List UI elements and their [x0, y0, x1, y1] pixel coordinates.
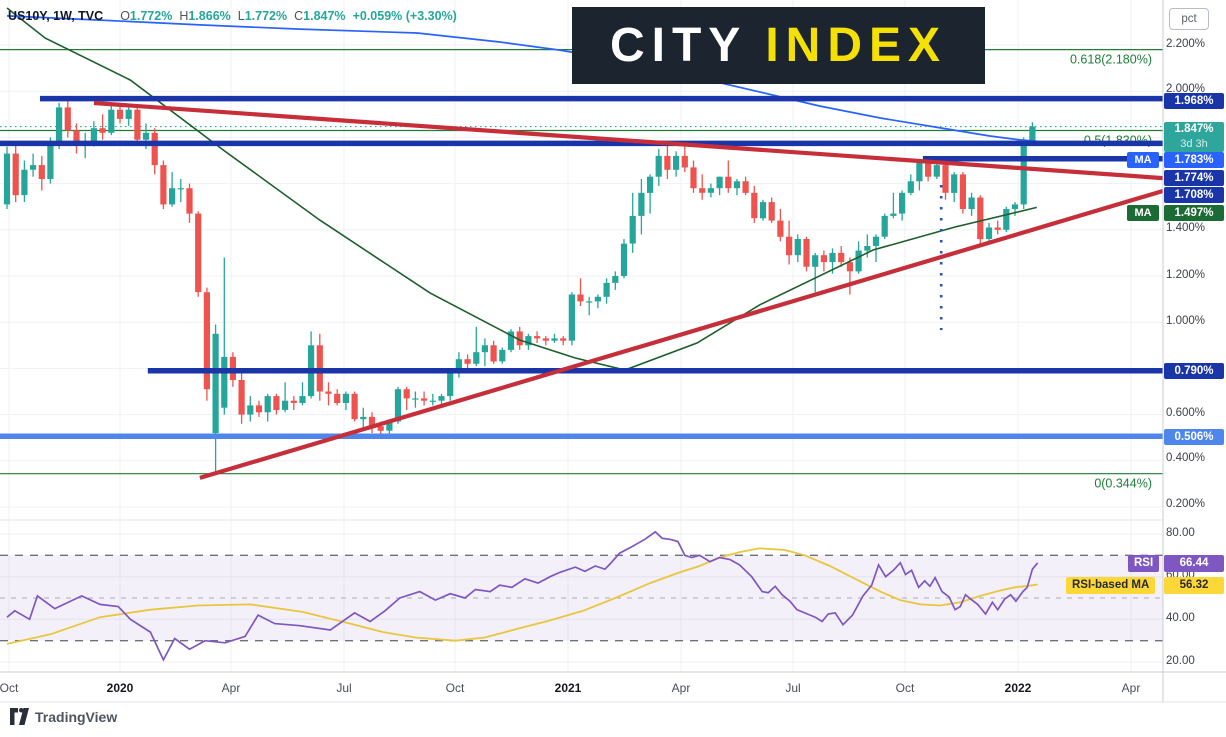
city-index-logo: CITY INDEX: [572, 7, 985, 84]
axis-tick: 40.00: [1166, 612, 1195, 624]
close-value: 1.847%: [303, 9, 346, 23]
axis-tick: 0.200%: [1166, 498, 1206, 510]
price-level-label: 1.708%: [1164, 187, 1224, 203]
high-label: H: [179, 9, 189, 23]
tradingview-attribution[interactable]: TradingView: [10, 708, 117, 725]
time-axis-label: Jul: [785, 681, 801, 695]
time-axis-label: Apr: [221, 681, 241, 695]
bar-countdown: 3d 3h: [1180, 138, 1208, 150]
indicator-tag: RSI-based MA: [1066, 576, 1156, 594]
time-axis-label: Jul: [336, 681, 352, 695]
low-value: 1.772%: [244, 9, 288, 23]
price-level-label: 1.783%: [1164, 152, 1224, 168]
time-axis-label: Oct: [0, 681, 19, 695]
current-price-label: 1.847% 3d 3h: [1164, 122, 1224, 152]
time-axis-label: 2022: [1004, 681, 1032, 695]
high-value: 1.866%: [188, 9, 231, 23]
logo-text-index: INDEX: [765, 19, 948, 72]
time-axis-label: 2021: [554, 681, 582, 695]
svg-text:0(0.344%): 0(0.344%): [1094, 477, 1152, 491]
open-label: O: [120, 9, 130, 23]
open-value: 1.772%: [129, 9, 173, 23]
time-axis-label: Apr: [1121, 681, 1141, 695]
axis-tick: 1.400%: [1166, 222, 1206, 234]
axis-tick: 2.200%: [1166, 38, 1206, 50]
close-label: C: [294, 9, 304, 23]
axis-tick: 1.200%: [1166, 269, 1206, 281]
axis-tick: 2.000%: [1166, 83, 1206, 95]
price-level-label: 1.497%: [1164, 205, 1224, 221]
logo-text-city: CITY: [609, 19, 748, 72]
time-axis-label: Oct: [895, 681, 915, 695]
low-label: L: [237, 9, 245, 23]
price-level-label: 1.774%: [1164, 170, 1224, 186]
price-level-label: 1.968%: [1164, 93, 1224, 109]
indicator-tag: RSI: [1128, 554, 1160, 572]
indicator-value-label: 56.32: [1164, 576, 1224, 594]
svg-text:0.618(2.180%): 0.618(2.180%): [1070, 53, 1152, 67]
axis-tick: 0.600%: [1166, 407, 1206, 419]
ma-tag: MA: [1127, 152, 1159, 168]
ma-tag: MA: [1127, 205, 1159, 221]
tradingview-text: TradingView: [35, 708, 118, 725]
price-unit-button[interactable]: pct: [1169, 8, 1209, 30]
symbol-legend[interactable]: US10Y, 1W, TVC O1.772% H1.866% L1.772% C1.84…: [8, 9, 457, 23]
symbol-title[interactable]: US10Y, 1W, TVC: [8, 9, 104, 23]
price-level-label: 0.506%: [1164, 429, 1224, 445]
time-axis-label: Oct: [445, 681, 465, 695]
tradingview-icon: [10, 708, 29, 725]
change-value: +0.059% (+3.30%): [352, 9, 457, 23]
time-axis-label: Apr: [671, 681, 691, 695]
price-level-label: 0.790%: [1164, 363, 1224, 379]
axis-tick: 20.00: [1166, 655, 1195, 667]
time-axis-label: 2020: [106, 681, 134, 695]
axis-tick: 0.400%: [1166, 452, 1206, 464]
indicator-value-label: 66.44: [1164, 554, 1224, 572]
time-axis[interactable]: Oct 2020 Apr Jul Oct 2021 Apr Jul Oct 2022 Apr: [0, 672, 1226, 702]
axis-tick: 80.00: [1166, 527, 1195, 539]
axis-tick: 1.000%: [1166, 315, 1206, 327]
